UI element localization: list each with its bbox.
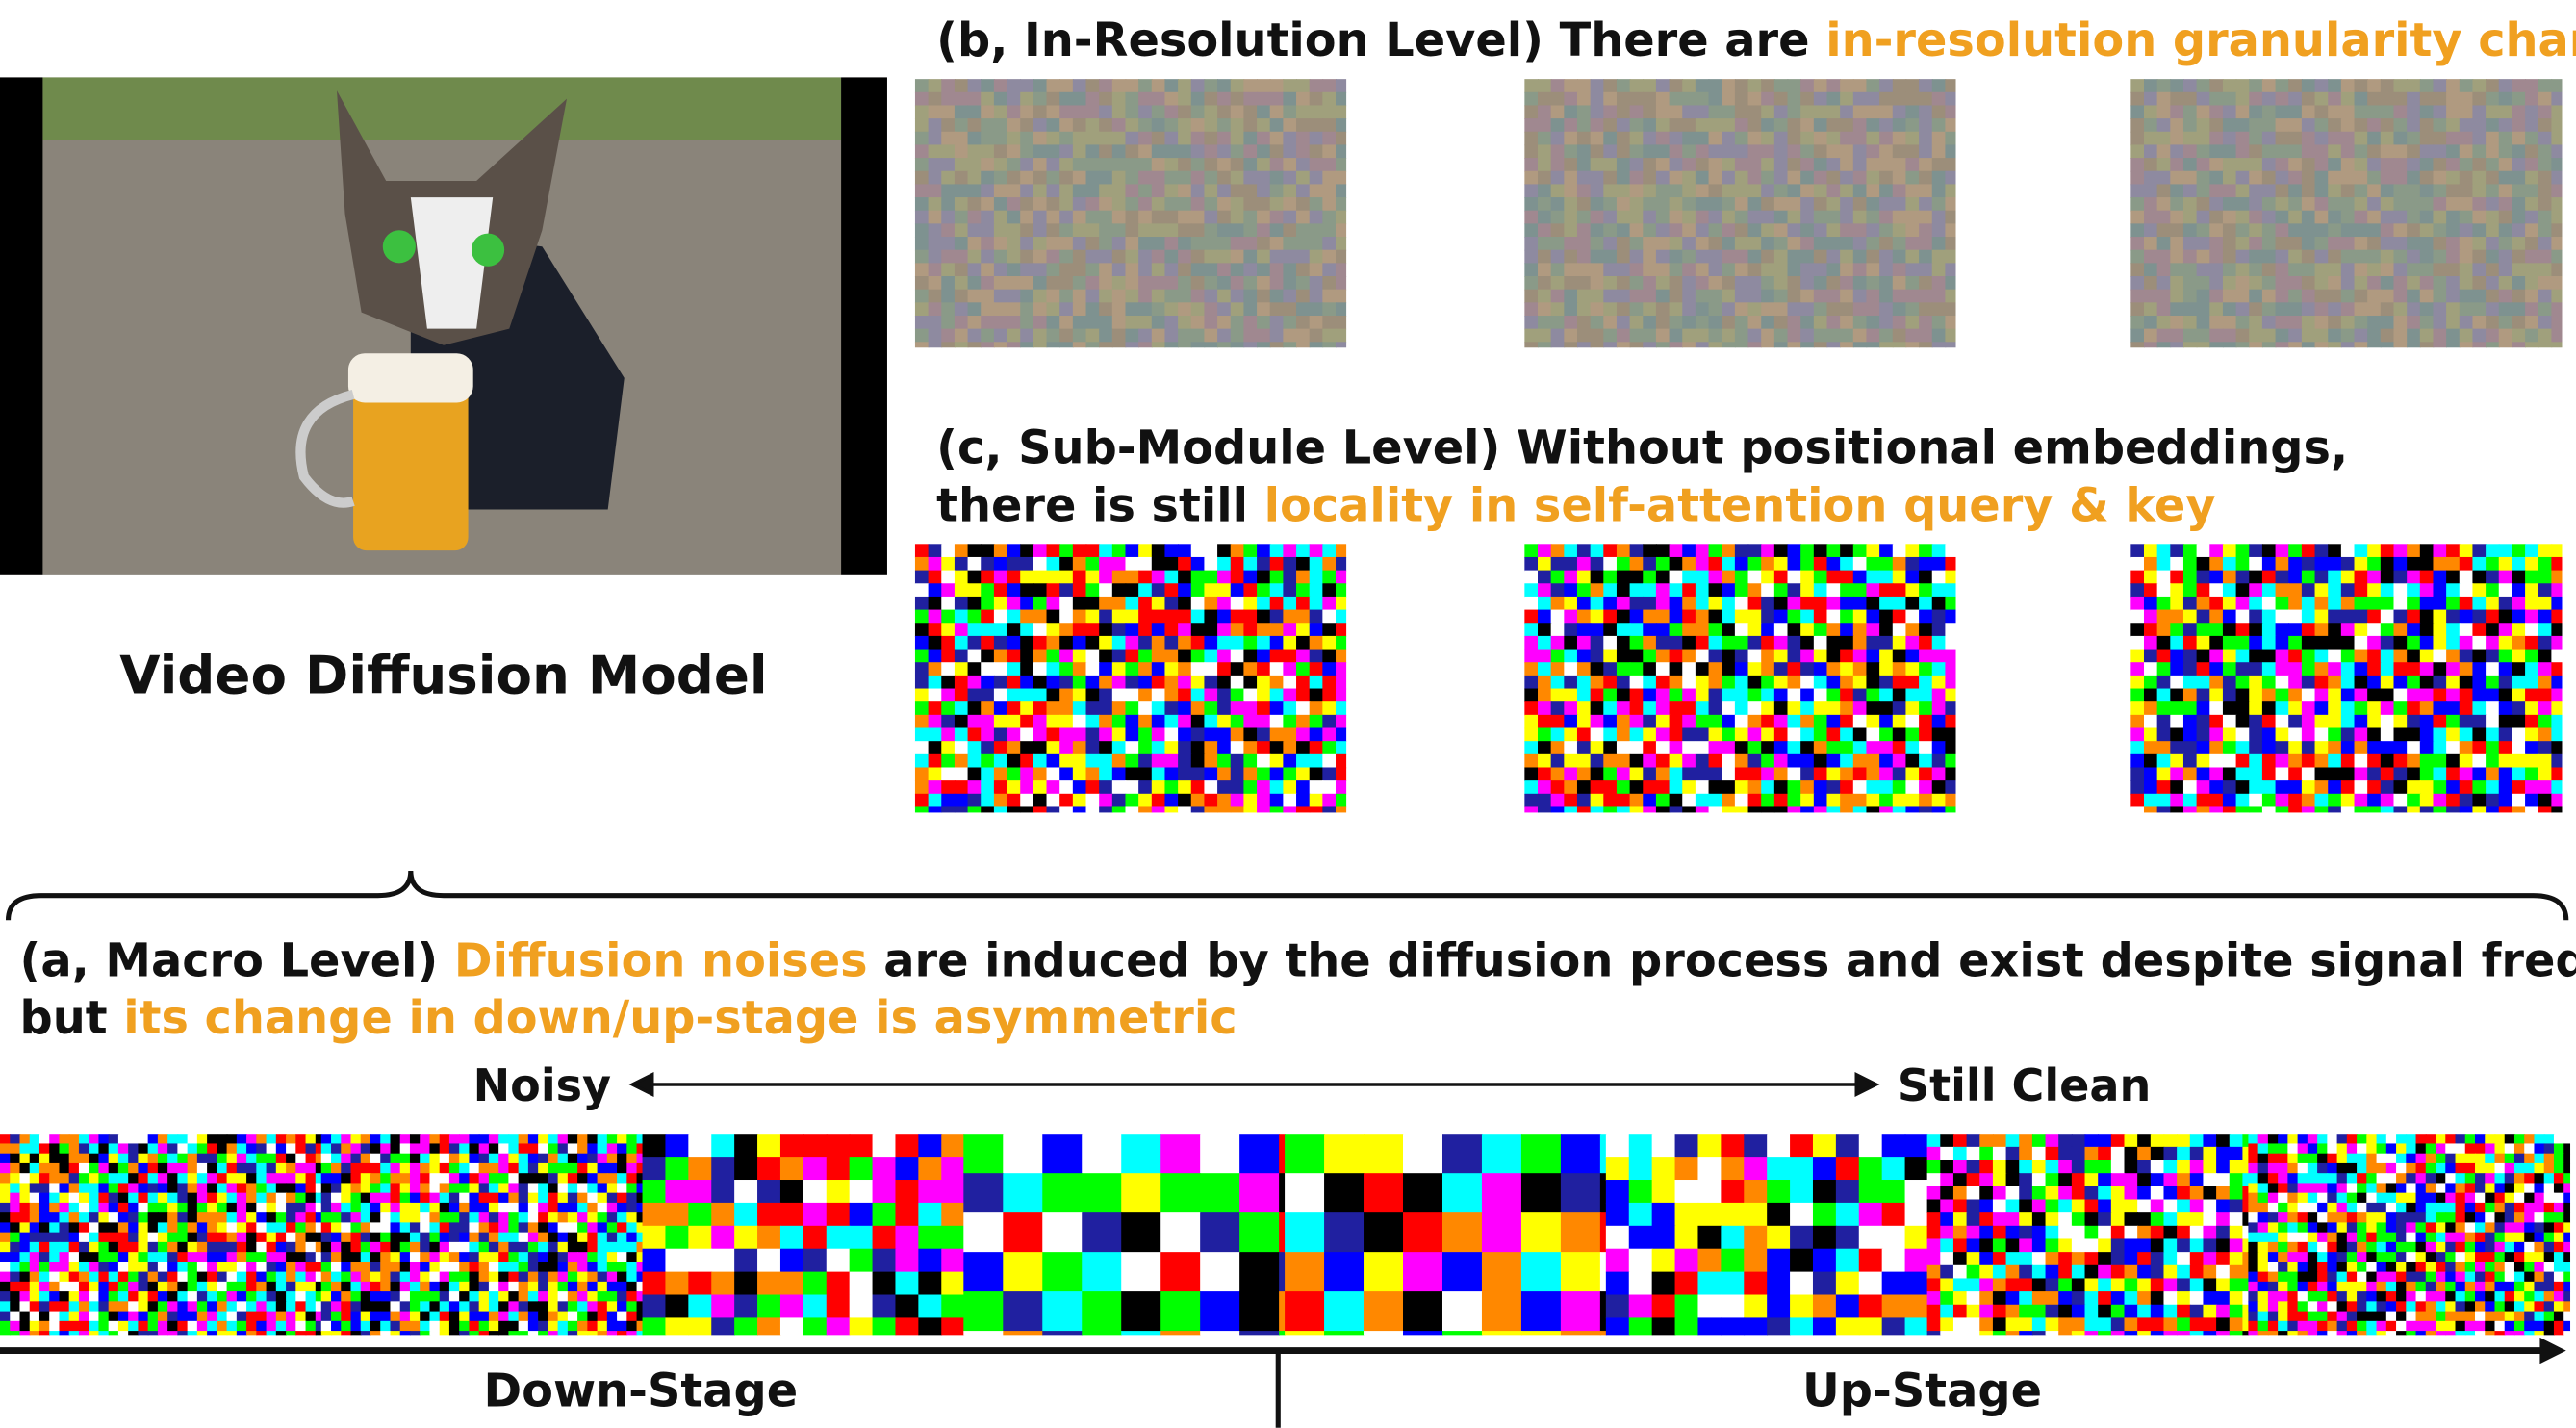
images: [0, 79, 2571, 1336]
text-span: locality in self-attention query & key: [1264, 479, 2216, 532]
feature-map: [1285, 1134, 1607, 1336]
feature-map: [1926, 1134, 2250, 1336]
text-span: are induced by the diffusion process and…: [868, 934, 2576, 987]
cat-photo: [0, 77, 887, 575]
arrow-right-label: Still Clean: [1898, 1059, 2151, 1111]
down-stage-label: Down-Stage: [483, 1365, 798, 1418]
text-span: Diffusion noises: [454, 934, 868, 987]
brace: [5, 870, 2569, 921]
video-label: Video Diffusion Model: [119, 645, 767, 706]
feature-map: [1524, 79, 1956, 348]
panel-a-title: but its change in down/up-stage is asymm…: [19, 992, 1237, 1045]
feature-map: [2130, 79, 2563, 348]
feature-map: [914, 79, 1347, 348]
feature-map: [2248, 1134, 2571, 1336]
feature-map: [963, 1134, 1286, 1336]
text-span: in-resolution granularity changes: [1825, 14, 2576, 67]
feature-map: [0, 1134, 322, 1336]
arrow-left-label: Noisy: [473, 1059, 611, 1111]
feature-map: [1524, 544, 1956, 813]
feature-map: [642, 1134, 965, 1336]
double-arrow: [628, 1071, 1880, 1097]
stage-axis: [0, 1337, 2566, 1428]
text-span: (a, Macro Level): [19, 934, 453, 987]
panel-c-title: (c, Sub-Module Level) Without positional…: [936, 422, 2348, 475]
text-span: (b, In-Resolution Level) There are: [936, 14, 1825, 67]
feature-map: [914, 544, 1347, 813]
text-span: but: [19, 992, 123, 1045]
feature-map: [320, 1134, 644, 1336]
text-span: there is still: [936, 479, 1263, 532]
text-span: its change in down/up-stage is asymmetri…: [123, 992, 1237, 1045]
panel-c-title: there is still locality in self-attentio…: [936, 479, 2215, 532]
panel-a-title: (a, Macro Level) Diffusion noises are in…: [19, 934, 2576, 987]
up-stage-label: Up-Stage: [1802, 1365, 2042, 1418]
feature-map: [2130, 544, 2563, 813]
feature-map: [1605, 1134, 1928, 1336]
panel-b-title: (b, In-Resolution Level) There are in-re…: [936, 14, 2576, 67]
